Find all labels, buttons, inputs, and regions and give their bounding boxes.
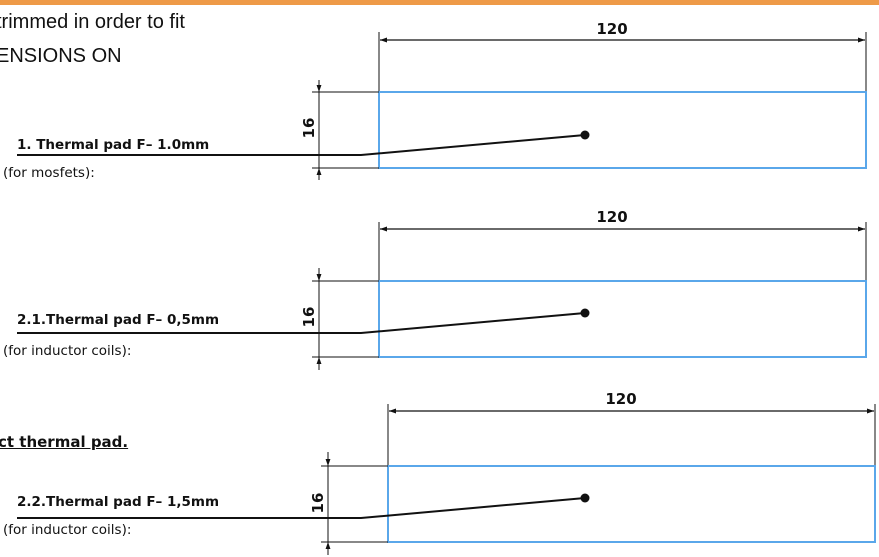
pad-3-width-label: 120 [605, 390, 636, 408]
pad-3-subtitle: (for inductor coils): [3, 522, 132, 538]
pad-1-leader-dot [580, 130, 590, 140]
pad-1-outline [378, 91, 867, 169]
pad-1-drawing: 120 16 [17, 20, 867, 180]
pad-3-outline [387, 465, 876, 543]
pad-2-width-label: 120 [596, 208, 627, 226]
pad-1-title: 1. Thermal pad F– 1.0mm [17, 137, 210, 153]
pad-1-width-label: 120 [596, 20, 627, 38]
pad-2-title: 2.1.Thermal pad F– 0,5mm [17, 312, 220, 328]
intro-text-line1: trimmed in order to fit [0, 11, 185, 33]
pad-3-leader-line [17, 497, 586, 519]
pad-1-height-label: 16 [300, 118, 318, 139]
pad-1-subtitle: (for mosfets): [3, 165, 95, 181]
intro-text-line2: ENSIONS ON [0, 45, 122, 67]
pad-2-drawing: 120 16 [17, 208, 867, 370]
note-text: ct thermal pad. [0, 433, 129, 451]
pad-3-title: 2.2.Thermal pad F– 1,5mm [17, 494, 220, 510]
pad-2-height-label: 16 [300, 307, 318, 328]
pad-1-leader-line [17, 134, 586, 156]
top-accent-bar [0, 0, 879, 5]
pad-2-subtitle: (for inductor coils): [3, 343, 132, 359]
pad-3-height-label: 16 [309, 493, 327, 514]
pad-3-drawing: 120 16 [17, 390, 876, 555]
pad-2-leader-dot [580, 308, 590, 318]
pad-2-outline [378, 280, 867, 358]
pad-2-leader-line [17, 312, 586, 334]
pad-3-leader-dot [580, 493, 590, 503]
